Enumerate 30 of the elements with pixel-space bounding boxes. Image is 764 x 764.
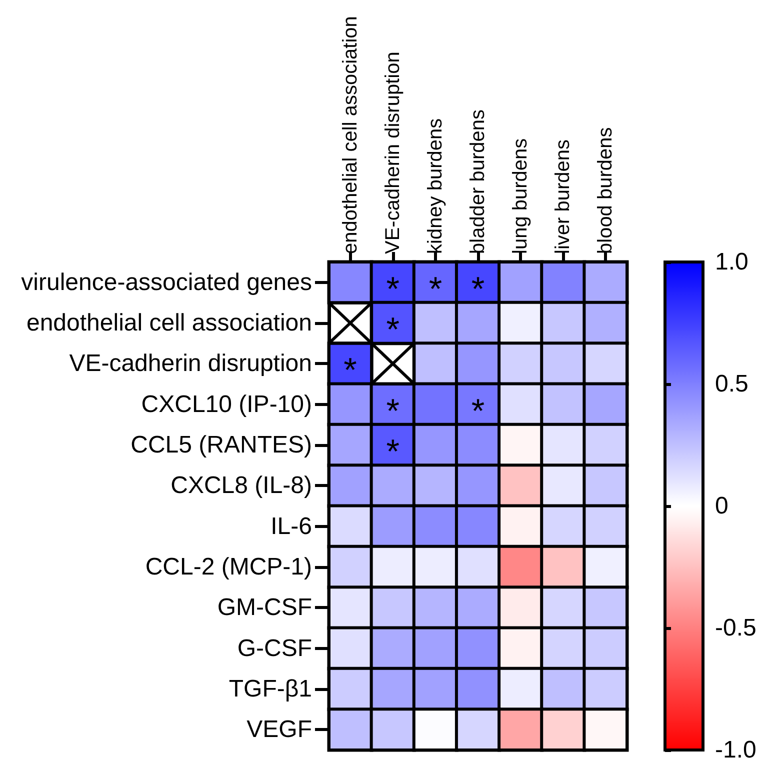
data-label: * [471,392,485,430]
color-bar-label: 0.5 [715,370,748,398]
data-label: * [386,311,400,349]
color-bar-label: 1.0 [715,248,748,276]
y-tick-label: CXCL10 (IP-10) [141,390,312,418]
data-label: * [386,392,400,430]
y-tick-label: CXCL8 (IL-8) [170,472,312,500]
x-tick-label: blood burdens [594,127,617,254]
y-tick-label: GM-CSF [217,594,312,622]
y-tick-label: virulence-associated genes [21,268,312,296]
y-tick-label: IL-6 [270,512,312,540]
y-tick-label: CCL5 (RANTES) [130,432,312,458]
y-tick-label: G-CSF [237,634,312,662]
data-label: * [428,270,442,308]
y-tick-label: endothelial cell association [26,310,312,336]
data-label: * [344,352,357,390]
y-tick-label: CCL-2 (MCP-1) [145,554,312,580]
color-bar-label: -0.5 [715,614,756,642]
x-tick-label: kidney burdens [424,118,446,254]
data-label: * [386,433,400,471]
data-label: * [386,270,400,308]
y-tick-label: TGF-β1 [228,676,312,702]
x-tick-label: lung burdens [510,138,532,254]
x-tick-label: bladder burdens [467,109,489,254]
data-label: * [471,270,485,308]
y-tick-label: VEGF [246,716,312,744]
y-tick-label: VE-cadherin disruption [69,350,312,378]
x-tick-label: liver burdens [552,139,574,254]
color-bar-label: -1.0 [715,736,756,764]
color-bar-label: 0 [715,492,728,520]
